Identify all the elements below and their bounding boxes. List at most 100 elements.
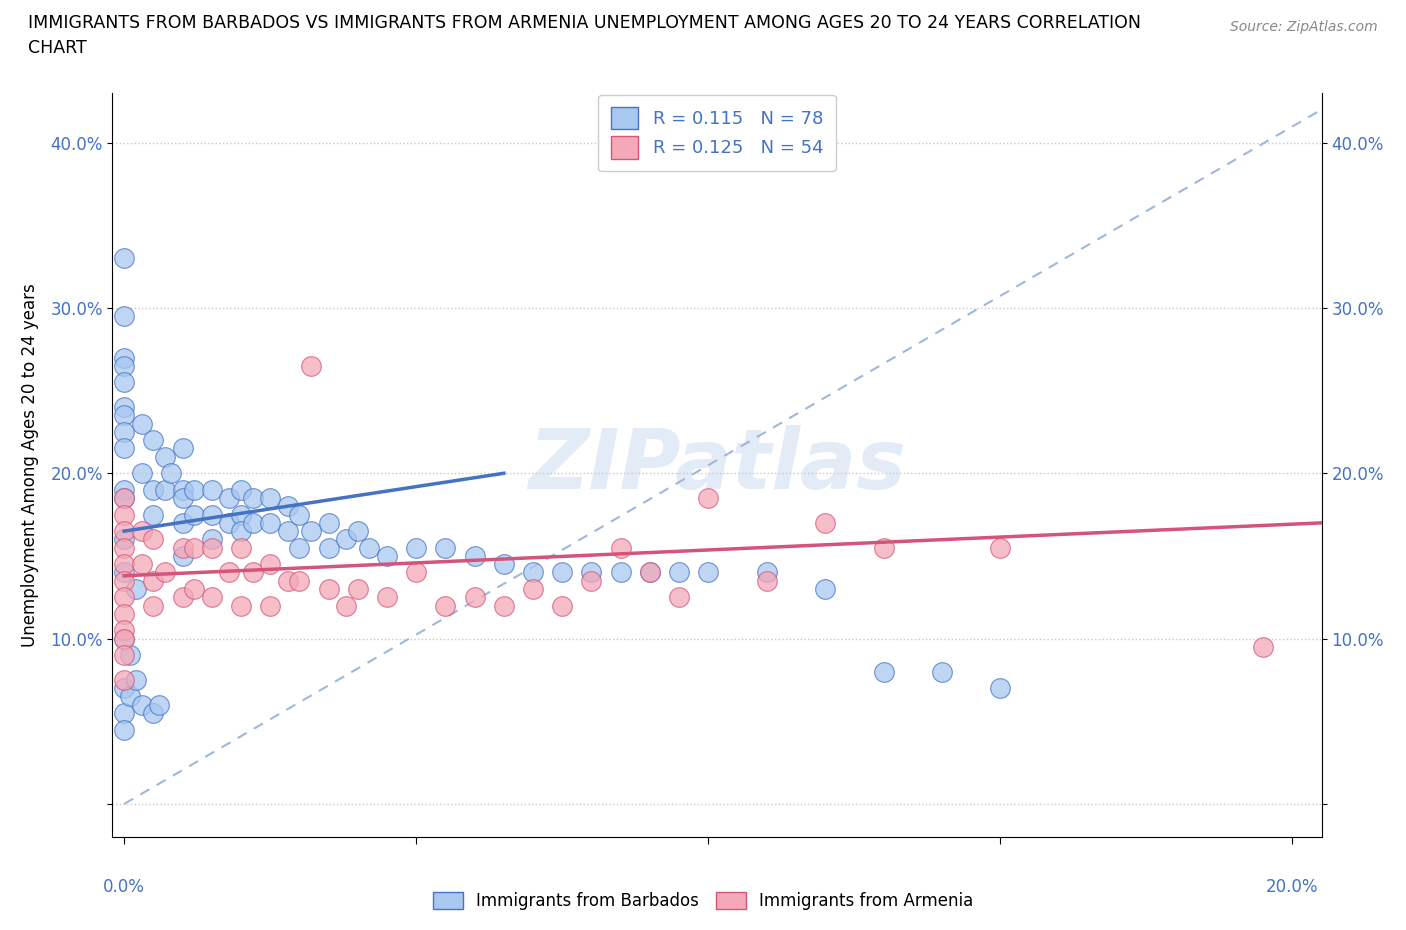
Point	[112, 722, 135, 737]
Legend: Immigrants from Barbados, Immigrants from Armenia: Immigrants from Barbados, Immigrants fro…	[426, 885, 980, 917]
Point	[112, 424, 135, 439]
Point	[112, 631, 135, 646]
Point	[551, 598, 574, 613]
Point	[153, 483, 176, 498]
Point	[112, 606, 135, 621]
Point	[112, 706, 135, 721]
Point	[229, 524, 252, 538]
Point	[201, 483, 224, 498]
Text: Source: ZipAtlas.com: Source: ZipAtlas.com	[1230, 20, 1378, 34]
Point	[142, 507, 165, 522]
Point	[172, 515, 194, 530]
Point	[172, 483, 194, 498]
Point	[112, 590, 135, 604]
Point	[259, 515, 281, 530]
Text: ZIPatlas: ZIPatlas	[529, 424, 905, 506]
Point	[259, 598, 281, 613]
Point	[522, 565, 544, 580]
Point	[581, 565, 603, 580]
Point	[335, 598, 357, 613]
Point	[318, 581, 340, 596]
Point	[872, 664, 894, 679]
Point	[755, 565, 778, 580]
Point	[201, 590, 224, 604]
Point	[172, 590, 194, 604]
Point	[112, 350, 135, 365]
Point	[288, 507, 311, 522]
Point	[814, 515, 837, 530]
Point	[551, 565, 574, 580]
Point	[172, 441, 194, 456]
Point	[112, 358, 135, 373]
Point	[318, 515, 340, 530]
Point	[201, 540, 224, 555]
Point	[288, 573, 311, 588]
Point	[434, 540, 457, 555]
Point	[609, 540, 631, 555]
Point	[288, 540, 311, 555]
Point	[277, 524, 299, 538]
Point	[242, 515, 264, 530]
Point	[172, 540, 194, 555]
Point	[229, 507, 252, 522]
Point	[242, 491, 264, 506]
Point	[183, 581, 205, 596]
Point	[218, 515, 240, 530]
Point	[1251, 640, 1274, 655]
Point	[112, 631, 135, 646]
Point	[112, 681, 135, 696]
Point	[872, 540, 894, 555]
Point	[668, 565, 690, 580]
Point	[346, 524, 368, 538]
Point	[153, 565, 176, 580]
Point	[335, 532, 357, 547]
Point	[375, 549, 398, 564]
Point	[131, 524, 153, 538]
Point	[112, 408, 135, 423]
Point	[259, 557, 281, 572]
Point	[131, 698, 153, 712]
Point	[229, 483, 252, 498]
Point	[112, 309, 135, 324]
Point	[112, 441, 135, 456]
Point	[153, 449, 176, 464]
Point	[172, 549, 194, 564]
Point	[522, 581, 544, 596]
Text: 0.0%: 0.0%	[103, 878, 145, 897]
Point	[201, 532, 224, 547]
Point	[112, 623, 135, 638]
Point	[814, 581, 837, 596]
Point	[112, 672, 135, 687]
Point	[160, 466, 183, 481]
Point	[118, 647, 141, 662]
Point	[697, 491, 720, 506]
Text: IMMIGRANTS FROM BARBADOS VS IMMIGRANTS FROM ARMENIA UNEMPLOYMENT AMONG AGES 20 T: IMMIGRANTS FROM BARBADOS VS IMMIGRANTS F…	[28, 14, 1142, 32]
Point	[183, 507, 205, 522]
Point	[125, 581, 148, 596]
Point	[668, 590, 690, 604]
Point	[112, 573, 135, 588]
Point	[112, 491, 135, 506]
Point	[148, 698, 170, 712]
Point	[142, 598, 165, 613]
Point	[112, 251, 135, 266]
Point	[359, 540, 381, 555]
Point	[183, 483, 205, 498]
Point	[464, 549, 486, 564]
Point	[697, 565, 720, 580]
Point	[988, 540, 1011, 555]
Point	[142, 483, 165, 498]
Point	[229, 598, 252, 613]
Point	[112, 565, 135, 580]
Point	[172, 491, 194, 506]
Point	[609, 565, 631, 580]
Point	[112, 557, 135, 572]
Point	[131, 466, 153, 481]
Y-axis label: Unemployment Among Ages 20 to 24 years: Unemployment Among Ages 20 to 24 years	[21, 283, 39, 647]
Point	[299, 358, 322, 373]
Point	[318, 540, 340, 555]
Point	[142, 432, 165, 447]
Point	[112, 507, 135, 522]
Point	[112, 375, 135, 390]
Point	[581, 573, 603, 588]
